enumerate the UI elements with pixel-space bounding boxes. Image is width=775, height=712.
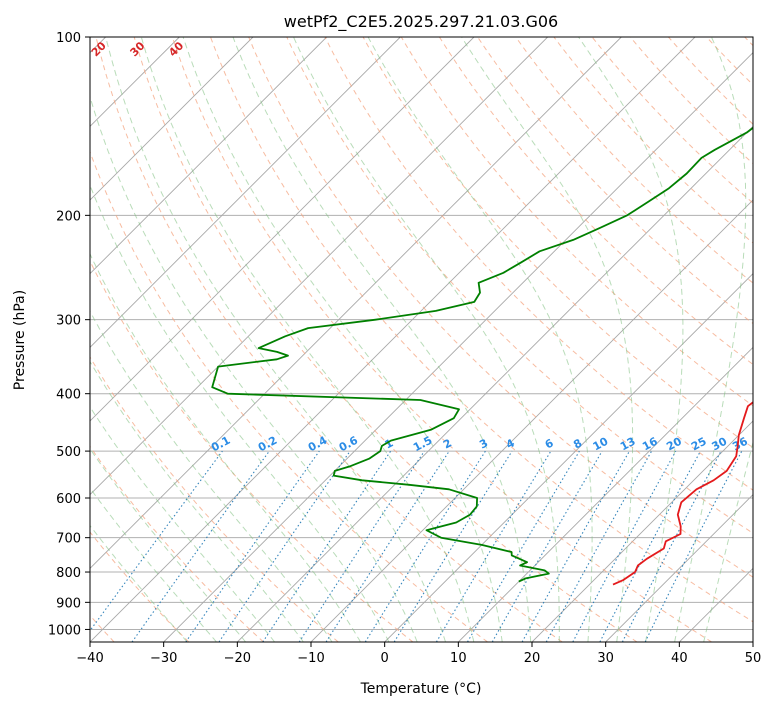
x-tick-label: 0 [381,651,389,666]
y-axis-label: Pressure (hPa) [12,290,28,390]
chart-title: wetPf2_C2E5.2025.297.21.03.G06 [284,12,558,32]
y-tick-label: 600 [56,492,81,507]
x-tick-label: 20 [524,651,541,666]
x-tick-label: 30 [597,651,614,666]
y-tick-label: 200 [56,209,81,224]
x-tick-label: 50 [745,651,762,666]
y-tick-label: 1000 [48,623,81,638]
x-tick-label: 10 [450,651,467,666]
x-tick-label: −30 [150,651,177,666]
y-tick-label: 100 [56,31,81,46]
y-tick-label: 500 [56,445,81,460]
x-axis-label: Temperature (°C) [360,681,482,697]
y-tick-label: 400 [56,388,81,403]
y-tick-label: 900 [56,596,81,611]
x-tick-label: −10 [297,651,324,666]
y-tick-label: 800 [56,566,81,581]
x-tick-label: 40 [671,651,688,666]
x-tick-label: −40 [76,651,103,666]
y-tick-label: 300 [56,314,81,329]
y-tick-label: 700 [56,532,81,547]
x-tick-label: −20 [224,651,251,666]
